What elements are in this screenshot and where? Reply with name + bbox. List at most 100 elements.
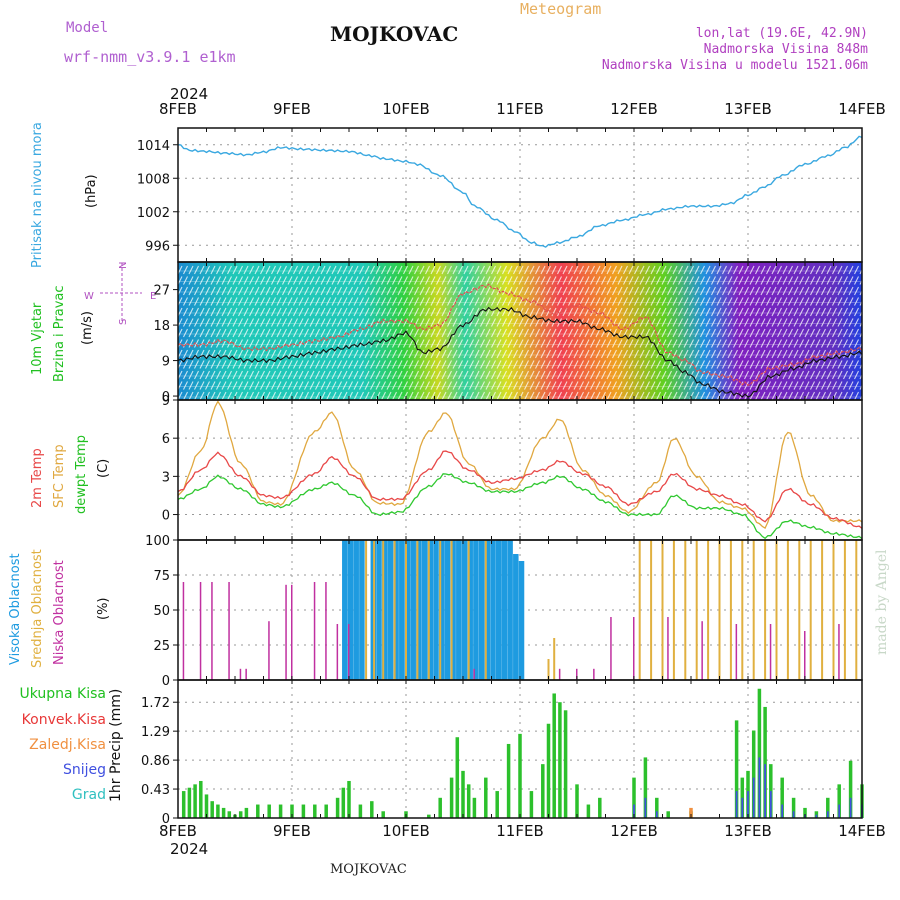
day-label-top: 10FEB bbox=[382, 100, 429, 118]
precip-rain-bar bbox=[558, 702, 562, 818]
cloud-low-bar bbox=[211, 582, 213, 680]
cloud-low-bar bbox=[325, 582, 327, 680]
cloud-mid-bar bbox=[798, 540, 801, 680]
precip-snow-bar bbox=[741, 797, 744, 818]
precip-rain-bar bbox=[313, 804, 317, 818]
precip-rain-bar bbox=[227, 811, 232, 818]
cloud-high-bar bbox=[399, 540, 405, 680]
day-label-top: 14FEB bbox=[838, 100, 885, 118]
y-tick-label: 6 bbox=[162, 432, 170, 447]
cloud-mid-bar bbox=[707, 540, 710, 680]
y-tick-label: 50 bbox=[153, 604, 170, 619]
precip-rain-bar bbox=[221, 807, 226, 818]
precip-rain-bar bbox=[335, 797, 340, 818]
precip-rain-bar bbox=[791, 797, 796, 818]
precip-snow-bar bbox=[764, 764, 766, 818]
precip-rain-bar bbox=[449, 777, 454, 818]
cloud-high-bar bbox=[450, 540, 456, 680]
y-tick-label: 27 bbox=[153, 284, 170, 299]
cloud-mid-bar bbox=[553, 638, 556, 680]
legend-conv: Konvek.Kisa bbox=[21, 712, 106, 728]
legend-hail: Grad bbox=[71, 787, 106, 803]
cloud-mid-bar bbox=[729, 540, 732, 680]
cloud-low-bar bbox=[268, 621, 270, 680]
day-label-bottom: 13FEB bbox=[724, 822, 771, 840]
cloud-low-bar bbox=[576, 668, 578, 680]
precip-rain-bar bbox=[632, 777, 636, 818]
cloud-high-bar bbox=[490, 540, 496, 680]
cloud-high-bar bbox=[461, 540, 468, 680]
precip-snow-bar bbox=[758, 757, 761, 818]
precip-rain-bar bbox=[438, 797, 442, 818]
wind-barb-row bbox=[177, 328, 865, 338]
cloud-high-bar bbox=[416, 540, 422, 680]
cloud-high-bar bbox=[393, 540, 399, 680]
legend-snow: Snijeg bbox=[62, 762, 106, 778]
cloud-high-bar bbox=[387, 540, 394, 680]
cloud-low-bar bbox=[593, 668, 595, 680]
cloud-mid-bar bbox=[775, 540, 778, 680]
cloud-high-bar bbox=[507, 540, 513, 680]
day-label-bottom: 12FEB bbox=[610, 822, 657, 840]
cloud-mid-bar bbox=[843, 540, 846, 680]
cloud-mid-bar bbox=[393, 540, 396, 680]
precip-rain-bar bbox=[199, 780, 203, 818]
cloud-low-bar bbox=[473, 668, 475, 680]
cloud-low-bar bbox=[667, 617, 669, 680]
cloud-mid-bar bbox=[786, 540, 789, 680]
precip-rain-bar bbox=[347, 780, 351, 818]
cloud-low-bar bbox=[633, 617, 635, 680]
lonlat-label: lon,lat (19.6E, 42.9N) bbox=[695, 26, 868, 41]
precip-rain-bar bbox=[324, 804, 328, 818]
cloud-mid-bar bbox=[764, 540, 767, 680]
precip-rain-bar bbox=[244, 807, 249, 818]
y-tick-label: 1002 bbox=[137, 206, 170, 221]
day-label-bottom: 9FEB bbox=[273, 822, 311, 840]
y-tick-label: 9 bbox=[162, 355, 170, 370]
precip-snow-bar bbox=[815, 814, 818, 818]
cloud-mid-bar bbox=[484, 540, 487, 680]
cloud-high-bar bbox=[421, 540, 428, 680]
precip-snow-bar bbox=[826, 811, 829, 818]
precip-rain-bar bbox=[563, 710, 568, 818]
y-tick-label: 0.43 bbox=[141, 783, 170, 798]
cloud-low-bar bbox=[245, 668, 247, 680]
cloud-mid-bar bbox=[405, 540, 407, 680]
cloud-mid-bar bbox=[809, 540, 812, 680]
cloud-low-bar bbox=[610, 617, 612, 680]
precip-rain-bar bbox=[341, 787, 346, 818]
compass-s: S bbox=[118, 319, 129, 325]
y-tick-label: 996 bbox=[145, 239, 170, 254]
day-label-bottom: 11FEB bbox=[496, 822, 543, 840]
cloud-mid-bar bbox=[832, 540, 835, 680]
day-label-top: 9FEB bbox=[273, 100, 311, 118]
precip-rain-bar bbox=[757, 688, 762, 818]
y-tick-label: 0 bbox=[162, 812, 170, 827]
cloud-high-bar bbox=[513, 554, 519, 680]
y-tick-label: 9 bbox=[162, 394, 170, 409]
cloud-low-bar bbox=[182, 582, 185, 680]
cloud-mid-bar bbox=[365, 540, 368, 680]
day-label-top: 11FEB bbox=[496, 100, 543, 118]
precip-rain-bar bbox=[848, 760, 853, 818]
elevation-label: Nadmorska Visina 848m bbox=[703, 42, 868, 57]
precip-snow-bar bbox=[792, 811, 795, 818]
precip-rain-bar bbox=[466, 784, 471, 818]
precip-rain-bar bbox=[455, 737, 460, 818]
model-run: wrf-nmm_v3.9.1 e1km bbox=[64, 48, 236, 66]
cloud-low-bar bbox=[239, 668, 242, 680]
compass-w: W bbox=[84, 291, 94, 302]
precip-rain-bar bbox=[495, 791, 499, 818]
precip-rain-bar bbox=[484, 777, 488, 818]
cloud-low-bar bbox=[199, 582, 202, 680]
day-label-top: 12FEB bbox=[610, 100, 657, 118]
precip-snow-bar bbox=[655, 811, 658, 818]
precip-snow-bar bbox=[781, 804, 784, 818]
cloud-mid-bar bbox=[467, 540, 470, 680]
cloud-high-bar bbox=[404, 540, 411, 680]
day-label-bottom: 8FEB bbox=[159, 822, 197, 840]
year-label-top: 2024 bbox=[170, 85, 208, 103]
wind-barb-row bbox=[177, 297, 865, 306]
precip-rain-bar bbox=[427, 814, 431, 818]
